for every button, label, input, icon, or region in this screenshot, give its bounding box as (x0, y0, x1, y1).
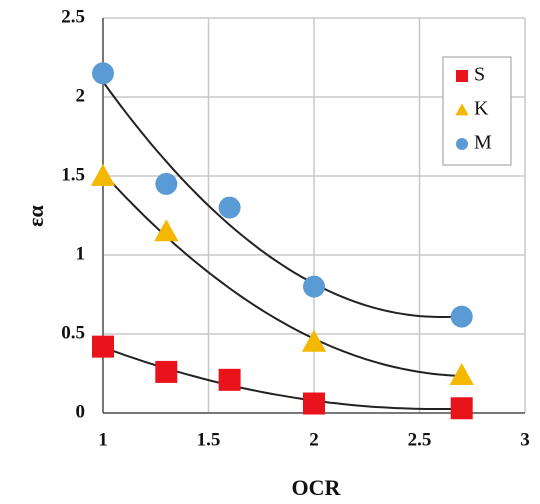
point (90, 163, 116, 186)
point (301, 329, 327, 352)
point (154, 219, 179, 242)
legend-marker (456, 138, 468, 150)
point (450, 305, 473, 328)
point (303, 392, 325, 415)
legend-marker (455, 103, 469, 116)
point (303, 275, 325, 298)
point (92, 62, 114, 85)
point (218, 196, 241, 219)
y-tick-label: 1 (76, 243, 86, 264)
legend-label: M (474, 132, 492, 154)
point (155, 172, 178, 195)
point (218, 368, 241, 391)
y-tick-label: 2.5 (61, 6, 85, 27)
legend-marker (456, 70, 468, 82)
x-tick-label: 2 (309, 429, 319, 450)
legend-label: S (474, 64, 485, 86)
y-axis-label: εα (23, 204, 48, 226)
trendline (102, 81, 462, 318)
x-tick-label: 2.5 (408, 429, 432, 450)
legend: SKM (442, 56, 512, 166)
point (92, 335, 114, 358)
legend-box (442, 56, 512, 166)
trendline (102, 172, 462, 377)
y-tick-label: 0 (76, 401, 86, 422)
point (450, 397, 473, 420)
point (449, 362, 474, 385)
y-tick-label: 1.5 (61, 164, 85, 185)
x-axis-label: OCR (292, 475, 342, 500)
point (155, 360, 178, 383)
legend-label: K (474, 98, 489, 120)
y-tick-label: 0.5 (61, 322, 85, 343)
x-tick-label: 3 (520, 429, 530, 450)
x-tick-label: 1.5 (197, 429, 221, 450)
y-tick-label: 2 (76, 85, 86, 106)
x-tick-label: 1 (98, 429, 108, 450)
